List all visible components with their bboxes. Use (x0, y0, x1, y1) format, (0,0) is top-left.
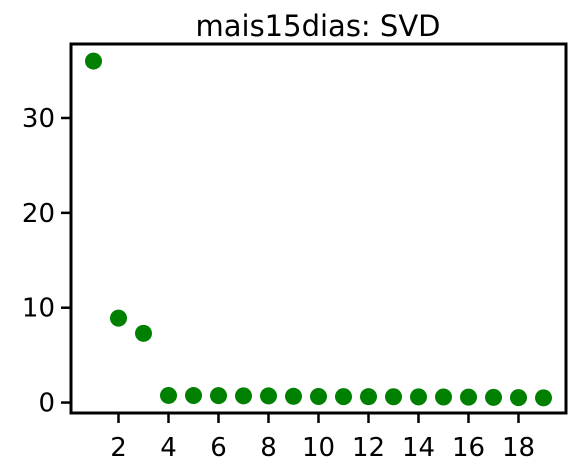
data-point (260, 387, 277, 405)
data-point (110, 309, 127, 327)
data-points (85, 52, 552, 407)
data-point (135, 324, 152, 342)
data-point (360, 388, 377, 406)
chart-title: mais15dias: SVD (196, 9, 441, 43)
data-point (410, 388, 427, 406)
y-tick-label: 20 (22, 199, 55, 229)
x-tick-label: 12 (352, 433, 385, 463)
y-tick-label: 0 (38, 389, 55, 419)
x-tick-label: 6 (210, 433, 227, 463)
data-point (435, 388, 452, 406)
x-tick-label: 16 (452, 433, 485, 463)
axis-ticks: 2 4 6 8 10 12 14 16 18 0 10 20 30 (22, 104, 535, 463)
data-point (210, 387, 227, 405)
data-point (510, 389, 527, 407)
x-tick-label: 2 (110, 433, 127, 463)
data-point (535, 389, 552, 407)
data-point (335, 388, 352, 406)
x-tick-label: 14 (402, 433, 435, 463)
data-point (185, 387, 202, 405)
x-tick-label: 10 (302, 433, 335, 463)
data-point (385, 388, 402, 406)
data-point (160, 386, 177, 404)
x-tick-label: 18 (502, 433, 535, 463)
x-tick-label: 4 (160, 433, 177, 463)
plot-frame (69, 42, 568, 415)
x-tick-label: 8 (260, 433, 277, 463)
data-point (485, 388, 502, 406)
data-point (285, 387, 302, 405)
y-tick-label: 10 (22, 294, 55, 324)
data-point (310, 387, 327, 405)
data-point (460, 388, 477, 406)
data-point (235, 387, 252, 405)
y-tick-label: 30 (22, 104, 55, 134)
data-point (85, 52, 102, 70)
